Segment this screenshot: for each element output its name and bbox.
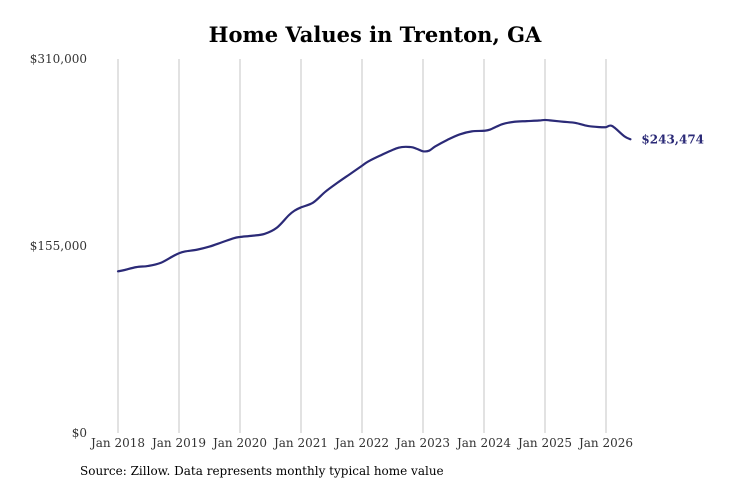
y-tick-label: $310,000 bbox=[30, 52, 87, 66]
x-tick-label: Jan 2026 bbox=[577, 436, 633, 450]
x-tick-label: Jan 2023 bbox=[394, 436, 450, 450]
chart-title: Home Values in Trenton, GA bbox=[209, 22, 542, 47]
y-axis-ticks: $0 $155,000 $310,000 bbox=[30, 52, 87, 440]
x-tick-label: Jan 2019 bbox=[150, 436, 206, 450]
y-tick-label: $155,000 bbox=[30, 239, 87, 253]
x-tick-label: Jan 2025 bbox=[516, 436, 572, 450]
series-group bbox=[116, 118, 632, 273]
gridlines bbox=[117, 59, 607, 433]
x-tick-label: Jan 2021 bbox=[272, 436, 328, 450]
source-note: Source: Zillow. Data represents monthly … bbox=[80, 464, 444, 478]
series-line-0 bbox=[116, 118, 632, 273]
end-value-label: $243,474 bbox=[641, 132, 704, 146]
x-tick-label: Jan 2020 bbox=[211, 436, 267, 450]
y-tick-label: $0 bbox=[72, 426, 87, 440]
x-axis-ticks: Jan 2018 Jan 2019 Jan 2020 Jan 2021 Jan 2022… bbox=[89, 436, 633, 450]
x-tick-label: Jan 2018 bbox=[89, 436, 145, 450]
x-tick-label: Jan 2022 bbox=[333, 436, 389, 450]
x-tick-label: Jan 2024 bbox=[455, 436, 511, 450]
